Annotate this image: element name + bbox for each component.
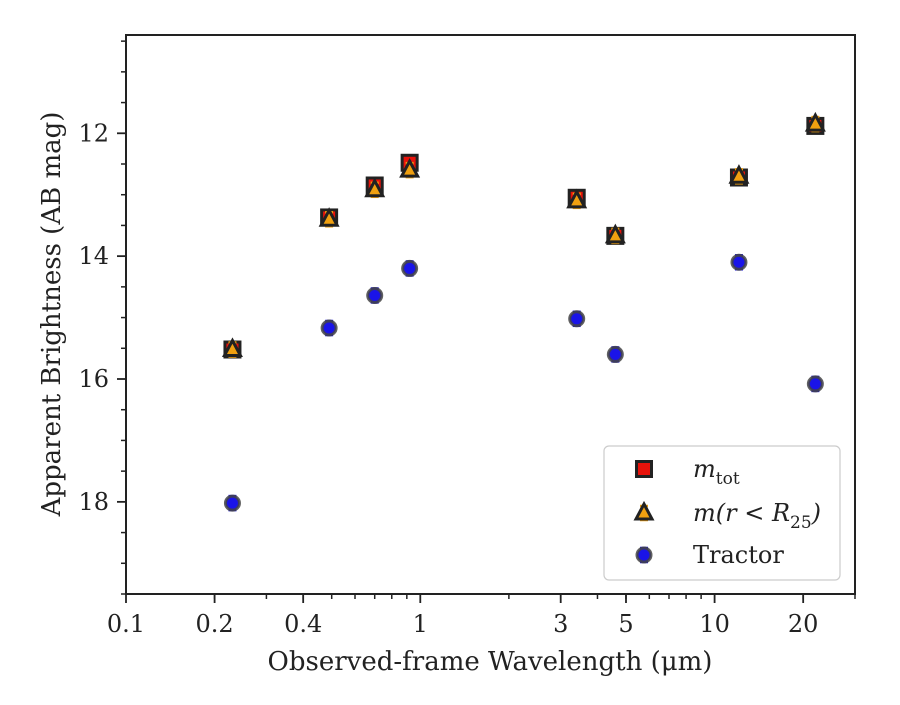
x-tick-label: 5 — [618, 610, 633, 638]
series-circle — [223, 253, 824, 512]
data-point-triangle — [399, 157, 421, 179]
legend-box — [603, 445, 841, 581]
data-point-triangle — [566, 188, 588, 210]
data-point-circle — [606, 345, 624, 363]
y-axis-label: Apparent Brightness (AB mag) — [37, 112, 67, 518]
legend-label-subscript: tot — [716, 469, 740, 489]
data-point-triangle — [364, 177, 386, 199]
data-point-triangle — [728, 164, 750, 185]
y-tick-label: 16 — [78, 365, 109, 393]
legend-label-tail: ) — [811, 499, 821, 527]
data-marks — [221, 111, 826, 512]
data-point-triangle — [318, 207, 340, 228]
x-tick-label: 0.2 — [196, 610, 234, 638]
data-point-circle — [223, 494, 241, 512]
legend-marker-circle — [635, 546, 653, 564]
y-tick-label: 12 — [78, 119, 109, 147]
y-tick-label: 14 — [78, 242, 109, 270]
data-point-circle — [401, 259, 419, 277]
x-tick-label: 1 — [413, 610, 428, 638]
data-point-triangle — [221, 337, 243, 358]
data-point-circle — [366, 286, 384, 304]
x-tick-label: 0.4 — [284, 610, 322, 638]
legend-label: mtot — [693, 455, 740, 489]
legend-label-main: Tractor — [693, 541, 784, 569]
x-axis-label: Observed-frame Wavelength (μm) — [268, 647, 713, 677]
legend-label-subscript: 25 — [790, 513, 812, 533]
legend-marker-square — [635, 460, 653, 478]
x-tick-label: 10 — [699, 610, 730, 638]
legend-label: Tractor — [693, 541, 784, 569]
legend-label: m(r < R25) — [693, 499, 821, 533]
data-point-triangle — [604, 223, 626, 245]
data-point-triangle — [804, 111, 826, 133]
data-point-circle — [806, 375, 824, 393]
data-point-circle — [568, 310, 586, 328]
axis-ticks: 0.1 0.2 0.4 1 3 5 10 20 12 14 16 18 — [78, 40, 856, 638]
legend-label-main: m — [693, 455, 716, 483]
legend-label-main: m(r < R — [693, 499, 790, 527]
series-triangle — [221, 111, 826, 358]
legend-marker-triangle — [633, 500, 655, 522]
legend: mtot m(r < R25) Tractor — [603, 445, 841, 581]
y-tick-label: 18 — [78, 488, 109, 516]
data-point-circle — [320, 319, 338, 337]
x-tick-label: 20 — [788, 610, 819, 638]
x-tick-label: 0.1 — [107, 610, 145, 638]
x-tick-label: 3 — [553, 610, 568, 638]
data-point-circle — [730, 253, 748, 271]
